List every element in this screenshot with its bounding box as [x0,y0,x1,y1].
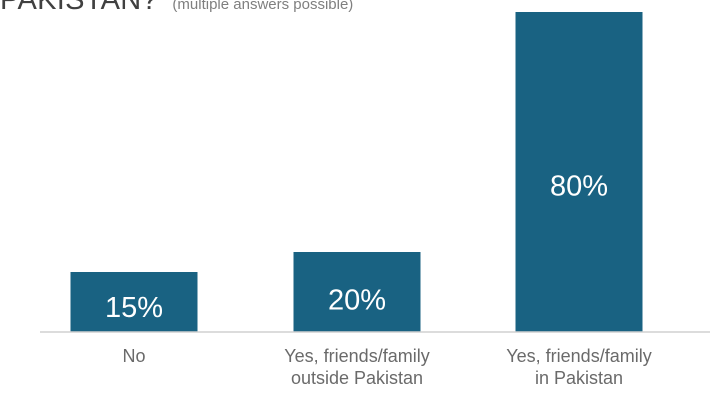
category-label-2: Yes, friends/family outside Pakistan [284,346,429,388]
category-label-3-line-2: in Pakistan [535,368,623,388]
chart-title-subtitle: (multiple answers possible) [172,0,354,13]
category-label-3-line-1: Yes, friends/family [506,346,651,366]
category-label-2-line-2: outside Pakistan [291,368,423,388]
bars-layer: 15% 20% 80% [70,12,643,332]
bar-value-label-3: 80% [550,171,608,203]
bar-1 [70,272,198,332]
category-label-3: Yes, friends/family in Pakistan [506,346,651,388]
bar-2 [293,252,421,332]
bar-3 [515,12,643,332]
chart-title-main: PAKISTAN? [0,0,158,16]
category-label-1: No [122,346,145,366]
labels-layer: No Yes, friends/family outside PakistanYes… [122,346,651,388]
bar-value-label-1: 15% [105,292,163,324]
bar-value-label-2: 20% [328,284,386,316]
category-label-1-line-1: No [122,346,145,366]
chart-title: PAKISTAN? (multiple answers possible) [0,0,353,17]
category-label-2-line-1: Yes, friends/family [284,346,429,366]
